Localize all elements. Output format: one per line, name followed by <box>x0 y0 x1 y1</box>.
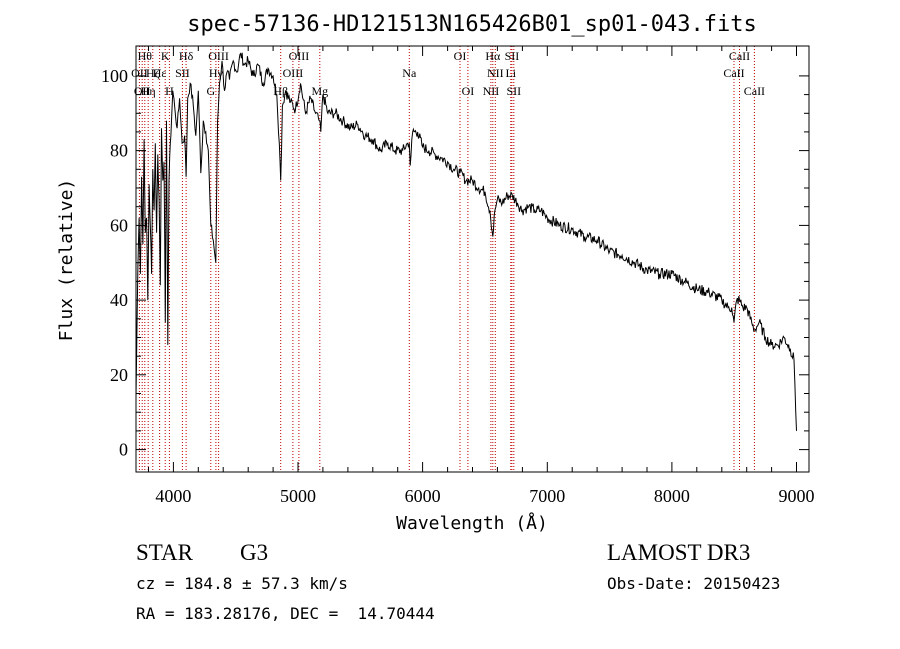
object-class: STAR <box>136 540 193 565</box>
line-marker-label: Li <box>505 66 516 80</box>
object-subclass: G3 <box>240 540 269 565</box>
x-tick-label: 6000 <box>405 486 441 506</box>
spectrum-series-line <box>135 52 797 431</box>
line-marker-label: Hδ <box>179 49 194 63</box>
line-marker-label: OI <box>462 84 475 98</box>
y-axis-ticks: 0 20 40 60 80 100 <box>101 66 809 460</box>
line-marker-label: SII <box>505 49 520 63</box>
line-marker-label: Mg <box>311 84 328 98</box>
line-marker-label: OIII <box>283 66 304 80</box>
x-tick-label: 7000 <box>529 486 565 506</box>
observation-date: Obs-Date: 20150423 <box>607 574 781 593</box>
x-tick-label: 5000 <box>280 486 316 506</box>
line-marker-label: OIII <box>289 49 310 63</box>
redshift-value: cz = 184.8 ± 57.3 km/s <box>136 574 348 593</box>
y-tick-label: 40 <box>110 290 128 310</box>
emission-line-markers <box>138 46 755 472</box>
line-marker-label: OIII <box>208 49 229 63</box>
line-marker-label: OII <box>131 66 148 80</box>
y-axis-label: Flux (relative) <box>56 179 77 342</box>
coordinates: RA = 183.28176, DEC = 14.70444 <box>136 604 435 623</box>
line-marker-label: NII <box>487 66 504 80</box>
line-marker-label: Hε <box>153 66 167 80</box>
line-marker-label: Na <box>402 66 417 80</box>
y-tick-label: 0 <box>119 440 128 460</box>
line-marker-label: OI <box>454 49 467 63</box>
line-marker-label: NII <box>483 84 500 98</box>
line-marker-label: Hγ <box>209 66 224 80</box>
chart-title: spec-57136-HD121513N165426B01_sp01-043.f… <box>187 12 757 37</box>
line-marker-label: CaII <box>723 66 744 80</box>
line-marker-label: Hη <box>141 84 156 98</box>
line-marker-label: G <box>206 84 215 98</box>
y-tick-label: 20 <box>110 365 128 385</box>
line-marker-label: CaII <box>744 84 765 98</box>
y-tick-label: 60 <box>110 215 128 235</box>
line-marker-label: H <box>165 84 174 98</box>
survey-name: LAMOST DR3 <box>607 540 751 565</box>
line-marker-label: CaII <box>729 49 750 63</box>
x-tick-label: 8000 <box>654 486 690 506</box>
y-tick-label: 100 <box>101 66 128 86</box>
x-tick-label: 4000 <box>155 486 191 506</box>
line-marker-label: SII <box>506 84 521 98</box>
x-tick-label: 9000 <box>779 486 815 506</box>
line-marker-label: Hζ <box>146 66 160 80</box>
line-marker-label: Hα <box>485 49 501 63</box>
line-marker-label: Hθ <box>138 49 153 63</box>
y-tick-label: 80 <box>110 141 128 161</box>
plot-frame <box>135 45 810 473</box>
x-axis-ticks: 4000 5000 6000 7000 8000 9000 <box>148 46 815 506</box>
line-marker-label: K <box>161 49 170 63</box>
line-marker-label: SII <box>175 66 190 80</box>
emission-line-labels: OIIOIIHθHηHζHεKHSIIHδGHγOIIIHβOIIIOIIIMg… <box>131 49 765 98</box>
x-axis-label: Wavelength (Å) <box>396 512 548 534</box>
